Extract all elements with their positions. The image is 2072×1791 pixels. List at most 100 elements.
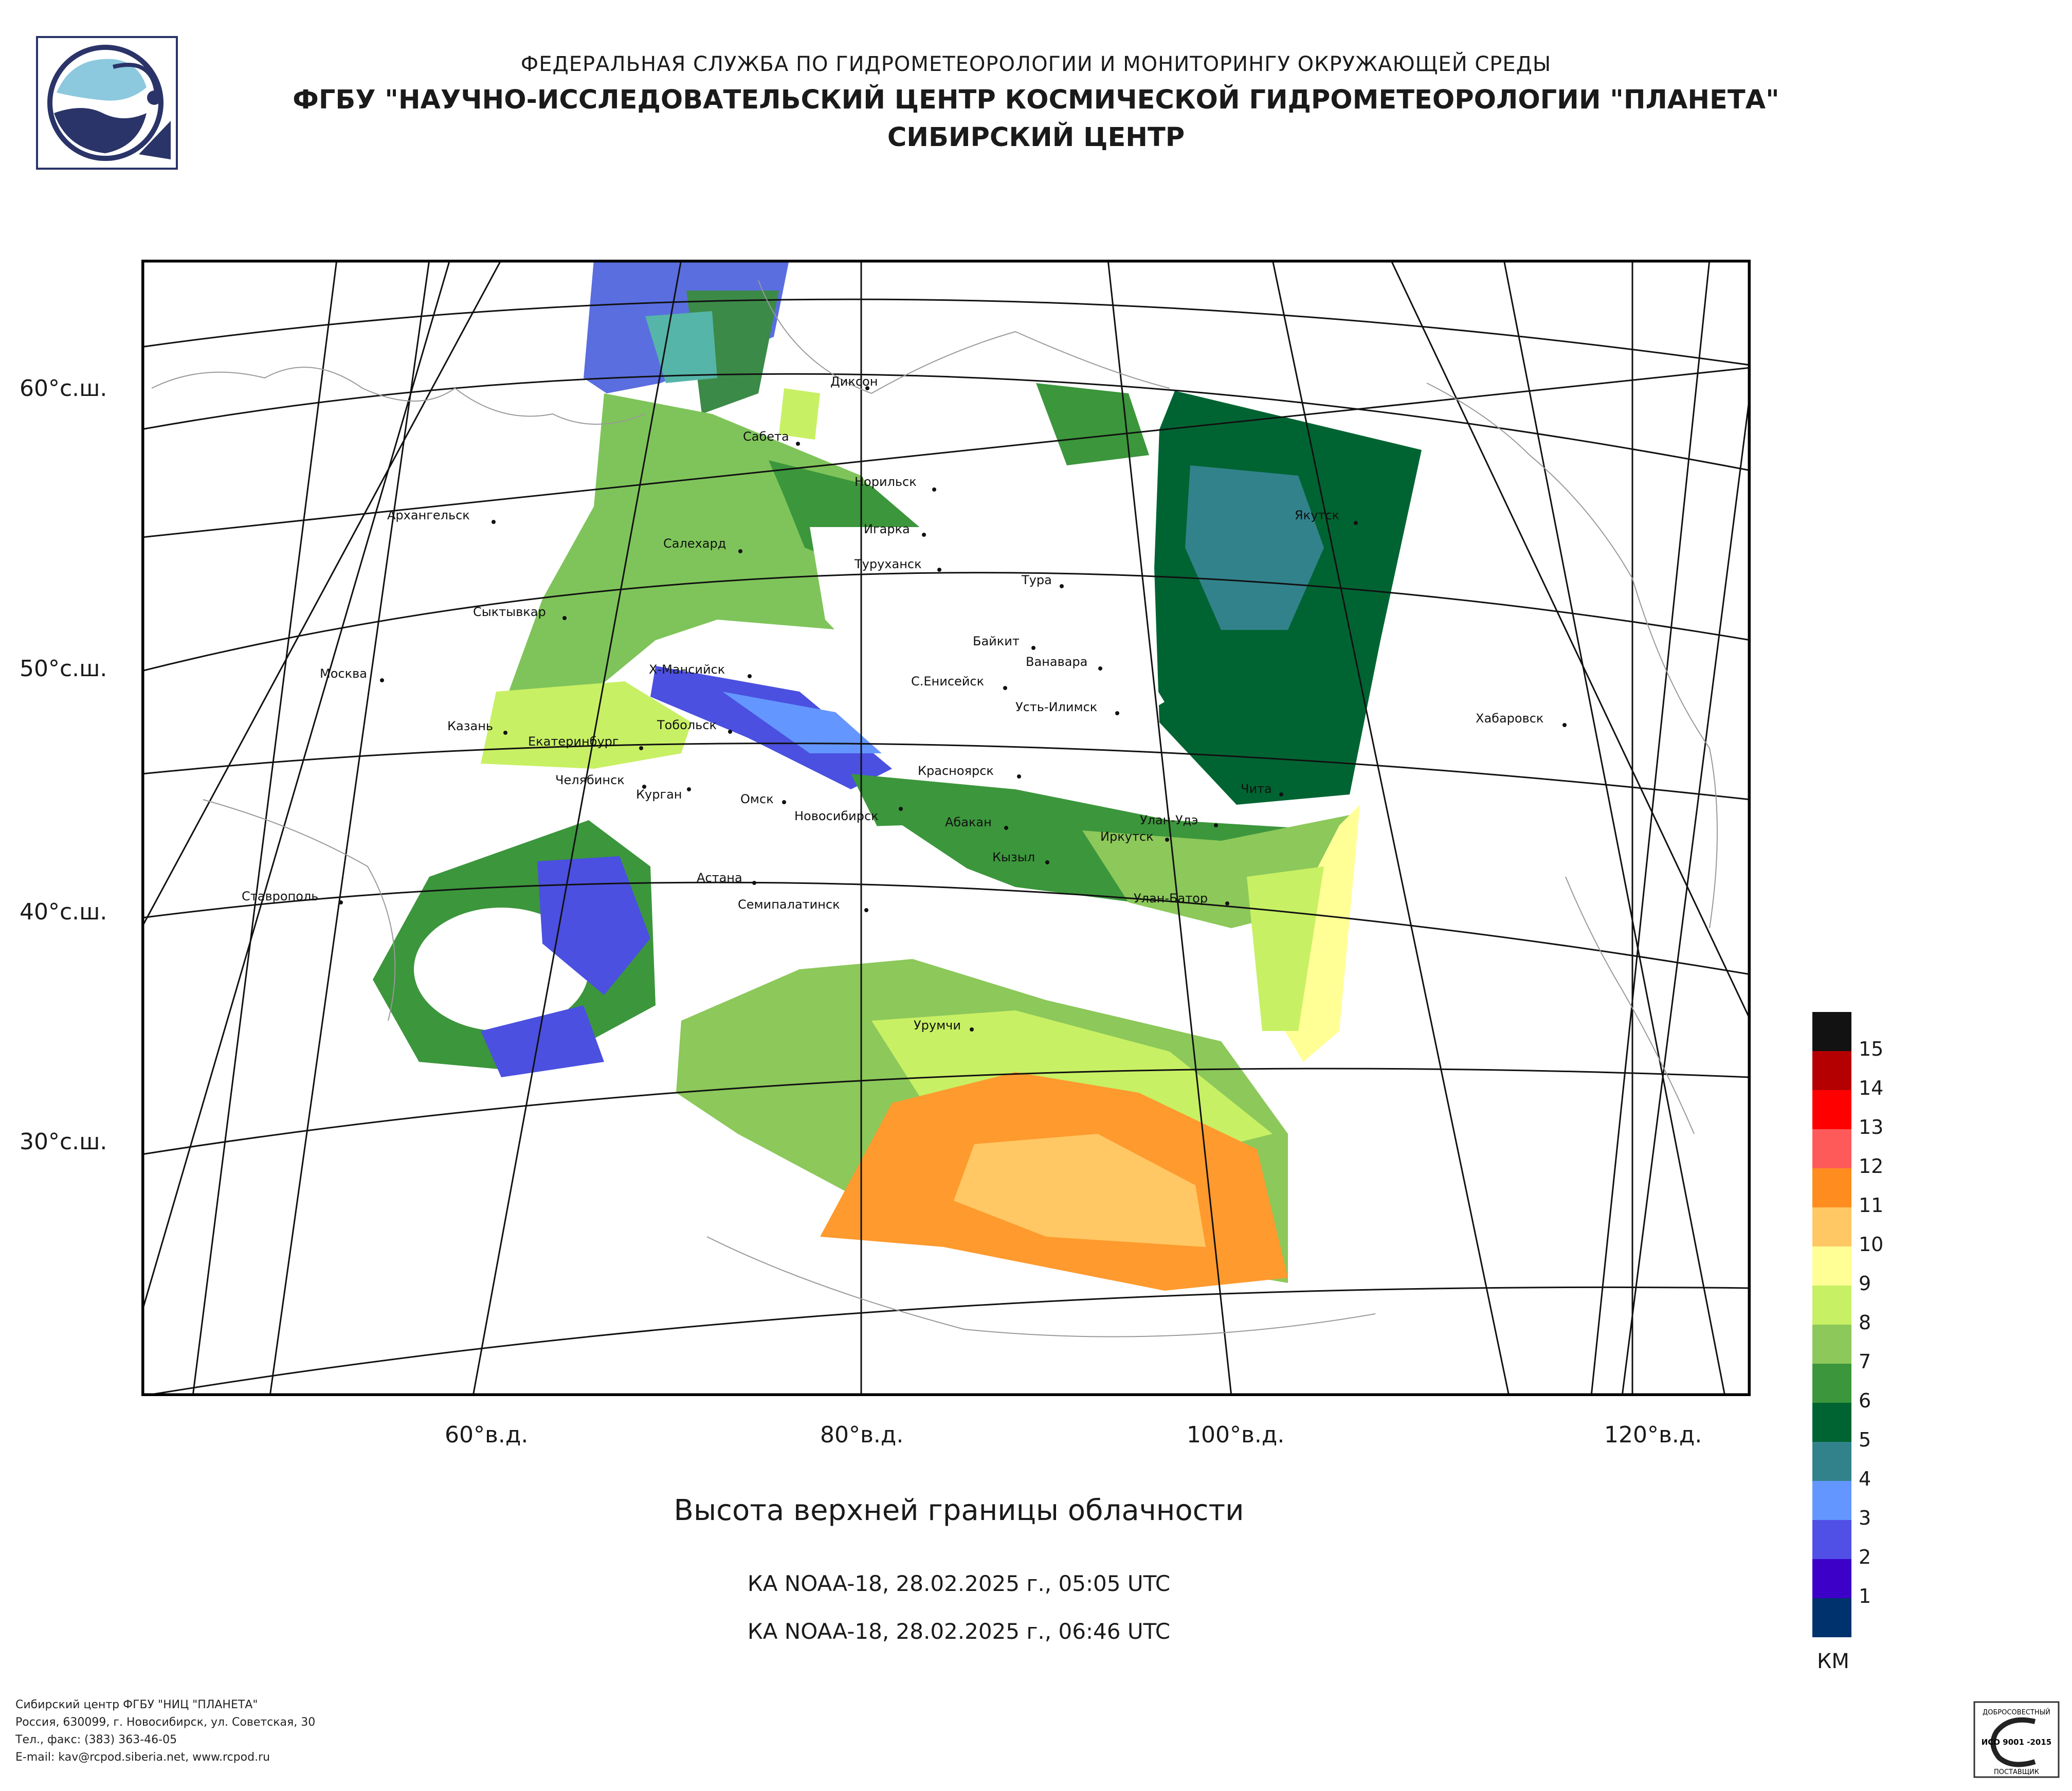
city-chita-label: Чита xyxy=(1241,782,1272,796)
legend-label: 2 xyxy=(1859,1546,1871,1568)
city-kyzyl-label: Кызыл xyxy=(992,850,1035,864)
legend-label: 7 xyxy=(1859,1350,1871,1373)
city-turukhansk-label: Туруханск xyxy=(854,557,922,571)
satellite-swath xyxy=(362,260,1422,1291)
city-moskva: Москва xyxy=(320,666,384,682)
city-tobolsk-label: Тобольск xyxy=(657,718,717,732)
legend-swatch-10-11 xyxy=(1812,1207,1851,1246)
org-line-1: ФЕДЕРАЛЬНАЯ СЛУЖБА ПО ГИДРОМЕТЕОРОЛОГИИ … xyxy=(520,52,1552,76)
city-krasnoyarsk-label: Красноярск xyxy=(918,764,994,778)
city-norilsk: Норильск xyxy=(855,475,936,492)
legend-label: 8 xyxy=(1859,1311,1871,1334)
city-ulanude: Улан-Удэ xyxy=(1140,813,1218,827)
legend-swatch-7-8 xyxy=(1812,1325,1851,1364)
city-vanavara-label: Ванавара xyxy=(1026,655,1087,669)
legend-swatch-5-6 xyxy=(1812,1403,1851,1442)
city-salekhard: Салехард xyxy=(663,536,742,553)
lat-label-60: 60°с.ш. xyxy=(20,375,107,402)
legend-label: 3 xyxy=(1859,1507,1871,1529)
city-ulanude-label: Улан-Удэ xyxy=(1140,813,1198,827)
city-stavropol: Ставрополь xyxy=(242,889,343,904)
city-novosibirsk: Новосибирск xyxy=(794,807,903,823)
coastlines xyxy=(151,280,1718,1337)
city-omsk-label: Омск xyxy=(740,792,774,806)
city-semipalatinsk: Семипалатинск xyxy=(738,897,868,912)
city-irkutsk: Иркутск xyxy=(1100,829,1169,844)
lat-label-50: 50°с.ш. xyxy=(20,656,107,682)
planeta-logo xyxy=(36,36,178,170)
legend-label: 10 xyxy=(1859,1233,1884,1256)
org-line-3: СИБИРСКИЙ ЦЕНТР xyxy=(887,122,1185,153)
city-khmansiysk: Х-Мансийск xyxy=(649,662,752,678)
city-dikson-label: Диксон xyxy=(830,374,878,389)
legend-label: 14 xyxy=(1859,1077,1884,1099)
legend-label: 15 xyxy=(1859,1038,1884,1060)
footer-address: Россия, 630099, г. Новосибирск, ул. Сове… xyxy=(15,1716,316,1729)
city-omsk: Омск xyxy=(740,792,786,806)
city-igarka: Игарка xyxy=(864,522,926,537)
city-novosibirsk-label: Новосибирск xyxy=(794,809,879,823)
legend-swatch-0-1 xyxy=(1812,1598,1851,1637)
legend-swatch-12-13 xyxy=(1812,1129,1851,1168)
city-baykit-label: Байкит xyxy=(973,634,1020,648)
iso-bottom-text: ПОСТАВЩИК xyxy=(1994,1768,2039,1776)
footer-email: E-mail: kav@rcpod.siberia.net, www.rcpod… xyxy=(15,1751,270,1764)
city-urumchi-label: Урумчи xyxy=(914,1018,961,1033)
legend-swatch-4-5 xyxy=(1812,1442,1851,1481)
city-moskva-label: Москва xyxy=(320,666,367,681)
city-salekhard-label: Салехард xyxy=(663,536,726,551)
legend-swatch-15plus xyxy=(1812,1012,1851,1051)
city-tura-label: Тура xyxy=(1021,573,1052,587)
city-arkhangelsk-label: Архангельск xyxy=(387,508,470,522)
legend-swatch-1-2 xyxy=(1812,1559,1851,1598)
city-kurgan-label: Курган xyxy=(636,787,682,802)
lat-label-30: 30°с.ш. xyxy=(20,1129,107,1155)
lon-label-120: 120°в.д. xyxy=(1604,1422,1702,1448)
legend-label: 1 xyxy=(1859,1585,1871,1607)
city-seniseysk: С.Енисейск xyxy=(911,674,1007,690)
cloud-top-height-map: Диксон Сабета Норильск Игарка Туруханск … xyxy=(141,260,1751,1396)
legend-label: 9 xyxy=(1859,1272,1871,1295)
city-khmansiysk-label: Х-Мансийск xyxy=(649,662,725,677)
city-ekaterinburg: Екатеринбург xyxy=(528,734,643,750)
city-krasnoyarsk: Красноярск xyxy=(918,764,1021,779)
city-syktyvkar: Сыктывкар xyxy=(473,605,567,620)
city-syktyvkar-label: Сыктывкар xyxy=(473,605,546,619)
legend-swatch-8-9 xyxy=(1812,1286,1851,1325)
city-ulanbator-label: Улан-Батор xyxy=(1134,891,1208,906)
satellite-pass-1: КА NOAA-18, 28.02.2025 г., 05:05 UTC xyxy=(747,1571,1171,1596)
iso-certification-badge: ДОБРОСОВЕСТНЫЙ ИСО 9001 -2015 ПОСТАВЩИК xyxy=(1973,1701,2060,1778)
city-abakan: Абакан xyxy=(945,815,1008,830)
city-ustilimsk: Усть-Илимск xyxy=(1015,700,1119,715)
city-stavropol-label: Ставрополь xyxy=(242,889,318,903)
legend-swatch-6-7 xyxy=(1812,1364,1851,1403)
legend-swatch-13-14 xyxy=(1812,1090,1851,1129)
city-tura: Тура xyxy=(1021,573,1064,588)
city-labels: Диксон Сабета Норильск Игарка Туруханск … xyxy=(242,374,1567,1033)
city-yakutsk-label: Якутск xyxy=(1295,508,1339,522)
city-kazan: Казань xyxy=(447,719,507,735)
city-abakan-label: Абакан xyxy=(945,815,992,829)
city-turukhansk: Туруханск xyxy=(854,557,941,572)
city-kazan-label: Казань xyxy=(447,719,493,733)
city-tobolsk: Тобольск xyxy=(657,718,732,734)
legend-swatch-9-10 xyxy=(1812,1246,1851,1286)
city-yakutsk: Якутск xyxy=(1295,508,1358,525)
satellite-pass-2: КА NOAA-18, 28.02.2025 г., 06:46 UTC xyxy=(747,1619,1171,1644)
legend-label: 5 xyxy=(1859,1428,1871,1451)
city-urumchi: Урумчи xyxy=(914,1018,974,1033)
city-ulanbator: Улан-Батор xyxy=(1134,891,1229,906)
city-igarka-label: Игарка xyxy=(864,522,910,536)
city-ekaterinburg-label: Екатеринбург xyxy=(528,734,619,749)
footer-org: Сибирский центр ФГБУ "НИЦ "ПЛАНЕТА" xyxy=(15,1698,258,1711)
city-khabarovsk: Хабаровск xyxy=(1476,711,1567,727)
legend-label: 13 xyxy=(1859,1116,1884,1138)
city-kurgan: Курган xyxy=(636,787,691,802)
city-astana: Астана xyxy=(697,871,756,885)
city-sabeta: Сабета xyxy=(743,429,800,446)
legend-label: 11 xyxy=(1859,1194,1884,1217)
iso-top-text: ДОБРОСОВЕСТНЫЙ xyxy=(1983,1708,2050,1716)
legend-swatch-11-12 xyxy=(1812,1168,1851,1207)
legend-label: 12 xyxy=(1859,1155,1884,1178)
map-title: Высота верхней границы облачности xyxy=(674,1494,1244,1527)
